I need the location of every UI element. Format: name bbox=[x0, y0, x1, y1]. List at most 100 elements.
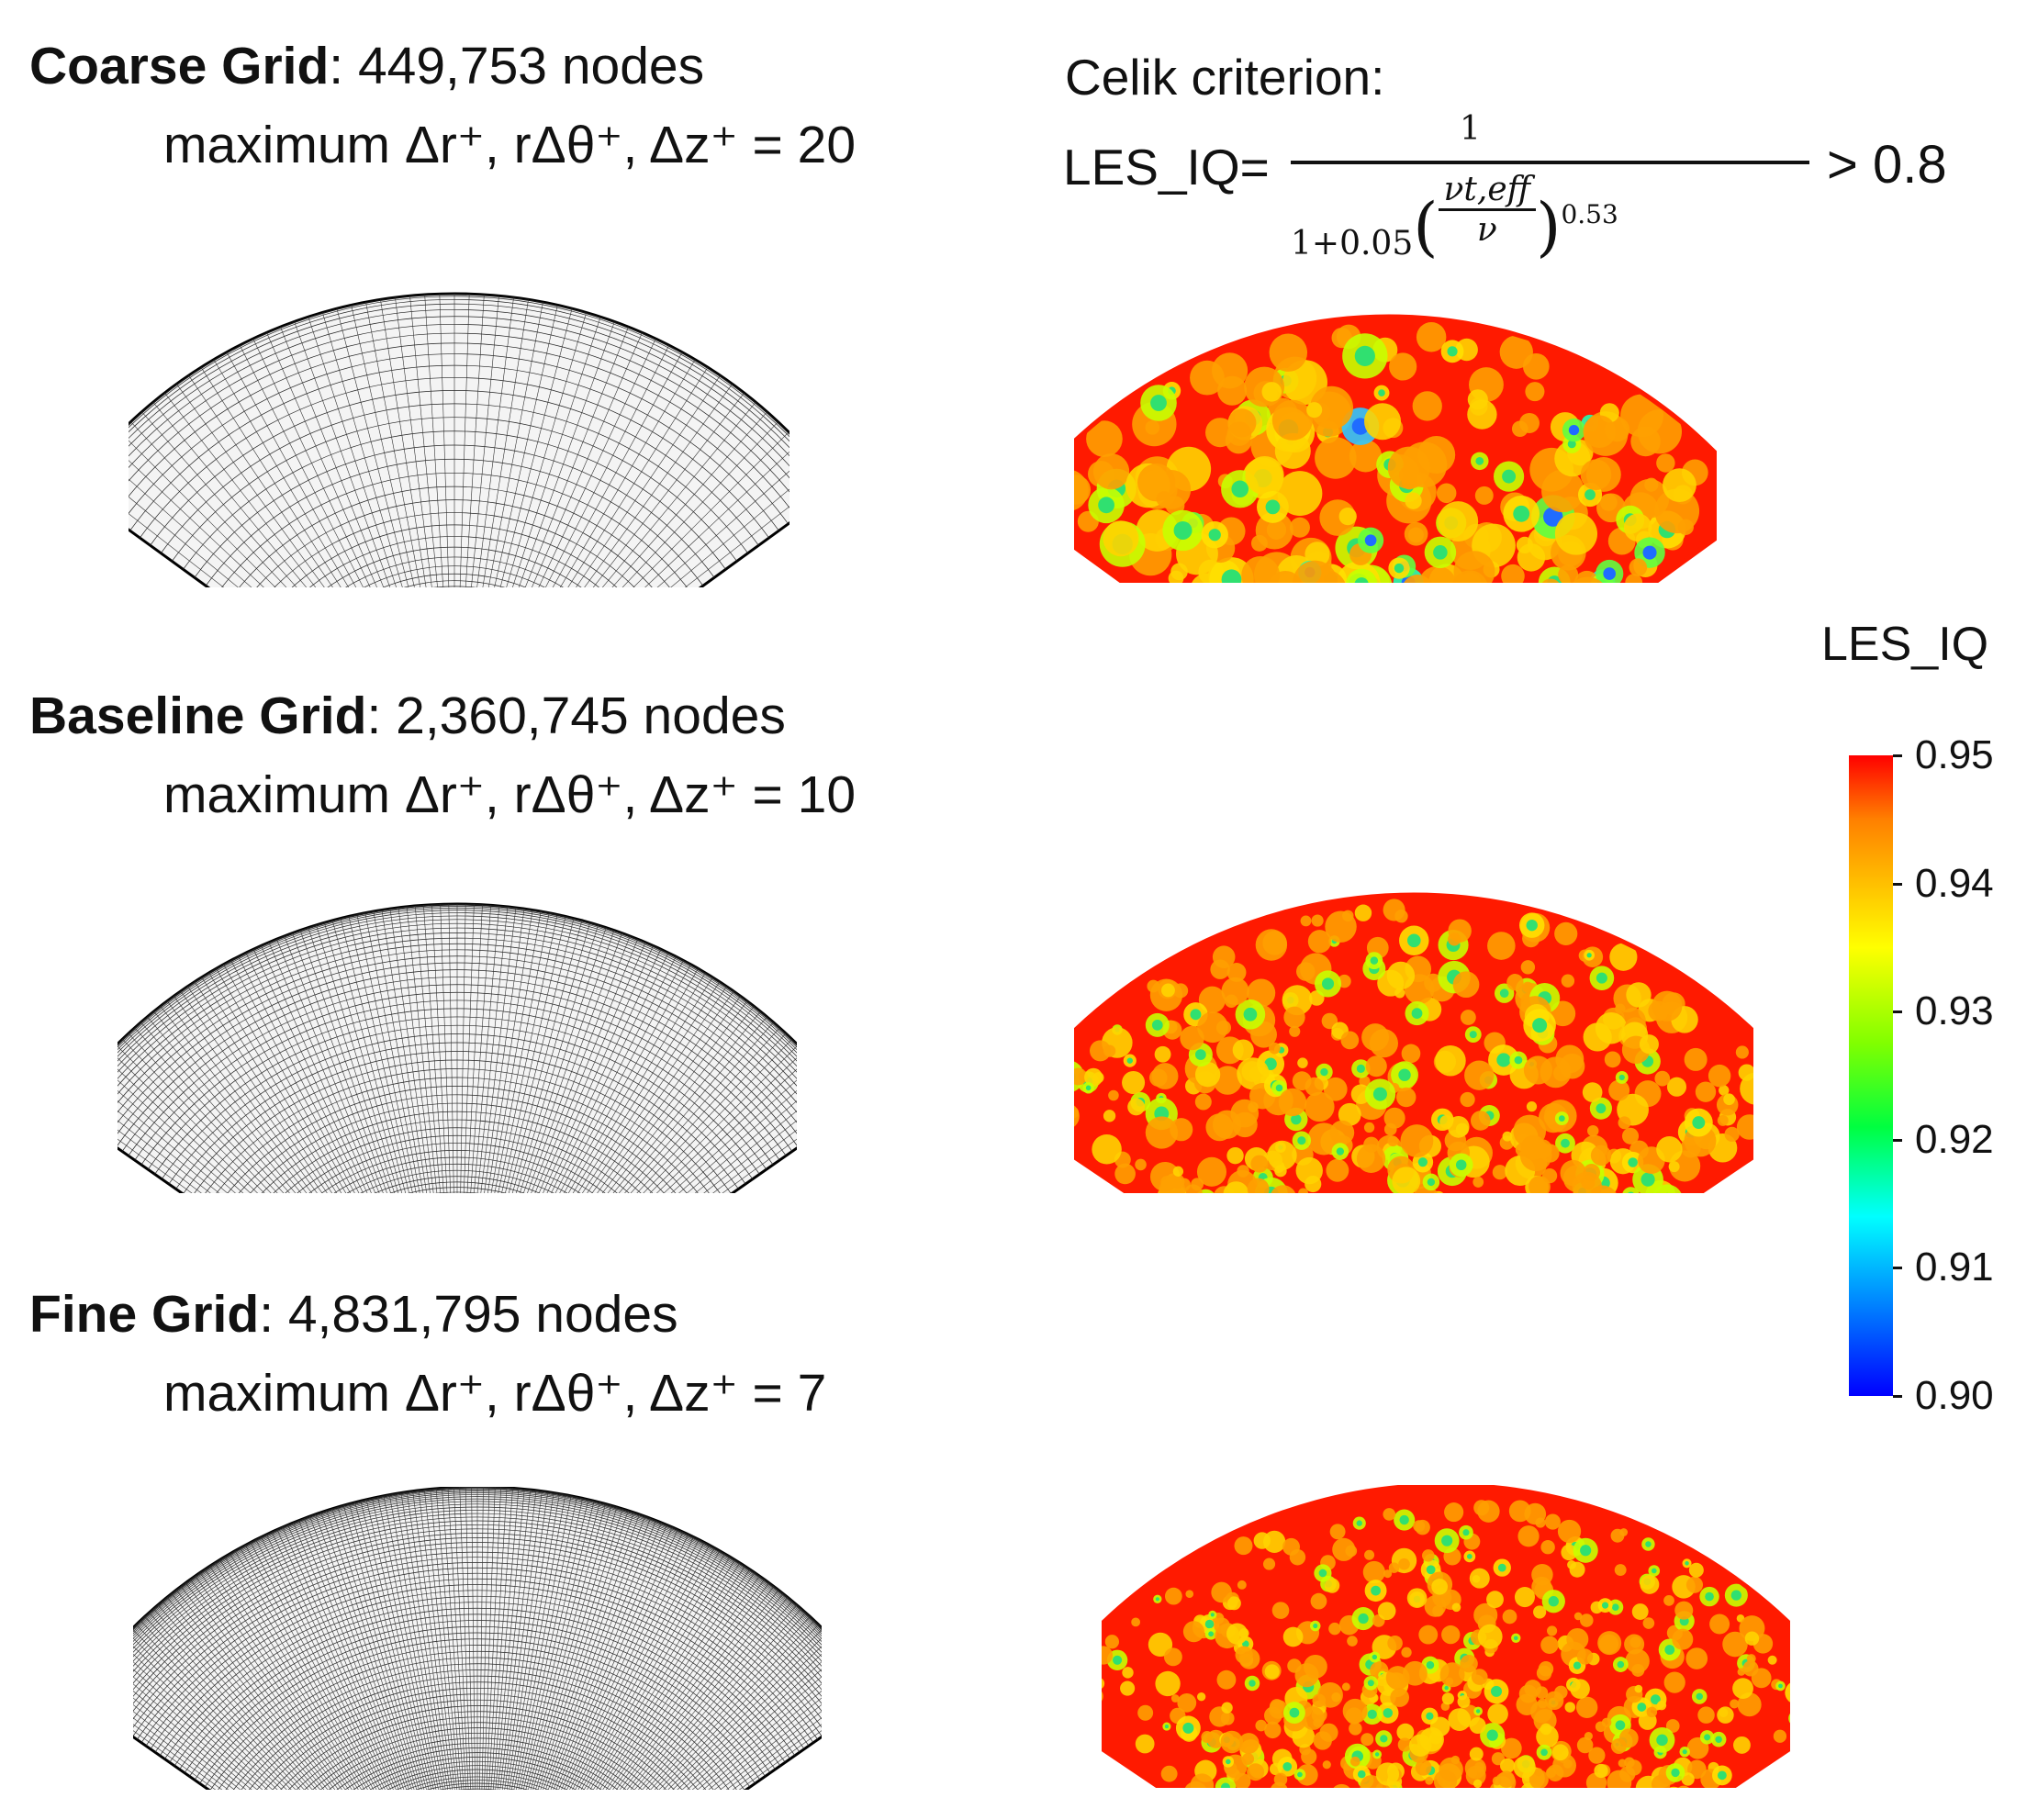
contour-blob bbox=[1407, 527, 1424, 543]
mesh-radial-line bbox=[546, 949, 662, 1193]
contour-blob-core bbox=[1558, 1115, 1565, 1122]
mesh-radial-line bbox=[720, 1711, 822, 1790]
contour-blob bbox=[1538, 1661, 1554, 1677]
contour-blob bbox=[1131, 1617, 1141, 1627]
contour-blob-core bbox=[1497, 1563, 1506, 1572]
mesh-radial-line bbox=[315, 1513, 412, 1790]
contour-blob-core bbox=[1640, 1172, 1655, 1187]
contour-blob bbox=[1402, 575, 1434, 583]
contour-blob bbox=[1551, 1744, 1569, 1761]
contour-blob bbox=[1640, 1574, 1660, 1594]
contour-blob bbox=[1237, 1057, 1270, 1090]
contour-blob bbox=[1654, 1070, 1671, 1087]
contour-blob-core bbox=[1656, 1734, 1668, 1747]
contour-blob-core bbox=[1164, 1725, 1169, 1729]
mesh-radial-line bbox=[561, 1529, 678, 1790]
contour-blob bbox=[1674, 1601, 1694, 1620]
contour-blob-core bbox=[1567, 440, 1576, 449]
baseline-grid-resolution: maximum Δr⁺, rΔθ⁺, Δz⁺ = 10 bbox=[163, 765, 857, 824]
contour-blob bbox=[1646, 1706, 1658, 1718]
contour-blob bbox=[1274, 1165, 1287, 1178]
contour-blob-core bbox=[1615, 1720, 1626, 1731]
mesh-radial-line bbox=[488, 1487, 508, 1790]
contour-blob bbox=[1535, 1517, 1546, 1528]
mesh-radial-line bbox=[601, 1000, 748, 1193]
contour-blob-core bbox=[1475, 1709, 1481, 1714]
mesh-radial-line bbox=[518, 1498, 583, 1790]
contour-blob bbox=[1160, 1765, 1178, 1782]
mesh-radial-line bbox=[160, 1006, 308, 1193]
contour-blob bbox=[1160, 1175, 1175, 1189]
contour-blob bbox=[1497, 1770, 1516, 1788]
mesh-radial-line bbox=[535, 1508, 623, 1790]
contour-blob bbox=[1387, 1135, 1399, 1147]
mesh-radial-line bbox=[423, 905, 444, 1193]
contour-blob bbox=[1211, 1581, 1232, 1603]
mesh-radial-line bbox=[309, 1515, 409, 1790]
mesh-radial-line bbox=[153, 1608, 313, 1790]
contour-blob bbox=[1576, 1736, 1594, 1754]
contour-blob bbox=[1214, 1617, 1230, 1634]
contour-blob bbox=[1610, 1738, 1627, 1755]
mesh-radial-line bbox=[519, 927, 607, 1193]
contour-blob bbox=[1652, 990, 1683, 1022]
mesh-radial-line bbox=[412, 1491, 454, 1790]
mesh-radial-line bbox=[543, 945, 654, 1193]
mesh-radial-line bbox=[589, 1556, 731, 1790]
contour-blob bbox=[1135, 1734, 1155, 1754]
contour-blob bbox=[1400, 1124, 1434, 1158]
mesh-radial-line bbox=[336, 308, 409, 587]
contour-blob bbox=[1282, 1537, 1301, 1556]
contour-blob bbox=[1317, 1681, 1343, 1708]
formula-exponent: 0.53 bbox=[1561, 199, 1618, 229]
contour-blob bbox=[1576, 1648, 1594, 1665]
contour-blob bbox=[1469, 1747, 1484, 1761]
contour-blob bbox=[1120, 1680, 1136, 1696]
mesh-radial-line bbox=[276, 1529, 394, 1790]
contour-blob bbox=[1580, 1613, 1594, 1627]
contour-blob bbox=[1283, 1006, 1305, 1028]
contour-blob bbox=[1439, 1757, 1463, 1782]
mesh-radial-line bbox=[532, 1506, 618, 1790]
contour-blob-core bbox=[1580, 1545, 1592, 1557]
mesh-radial-line bbox=[118, 1045, 265, 1193]
contour-blob-core bbox=[1150, 395, 1167, 411]
mesh-radial-line bbox=[230, 960, 355, 1193]
mesh-radial-line bbox=[703, 1120, 797, 1193]
mesh-radial-line bbox=[602, 1569, 750, 1790]
contour-blob bbox=[1245, 455, 1284, 496]
contour-blob bbox=[1448, 1708, 1472, 1731]
contour-blob bbox=[1122, 1070, 1146, 1095]
mesh-radial-line bbox=[118, 1068, 252, 1193]
contour-blob-core bbox=[1297, 1136, 1306, 1145]
mesh-radial-line bbox=[299, 930, 392, 1193]
mesh-radial-line bbox=[406, 1491, 451, 1790]
contour-blob bbox=[1305, 1175, 1322, 1193]
contour-blob bbox=[1247, 1178, 1270, 1193]
contour-blob-core bbox=[1548, 1596, 1559, 1607]
formula-denominator-prefix: 1+0.05 bbox=[1291, 225, 1414, 262]
mesh-radial-line bbox=[175, 1590, 332, 1790]
contour-blob bbox=[1604, 1051, 1621, 1068]
mesh-radial-line bbox=[409, 296, 438, 587]
contour-blob-core bbox=[1426, 1660, 1435, 1669]
contour-blob bbox=[1328, 1622, 1341, 1636]
contour-blob bbox=[1619, 1528, 1629, 1536]
mesh-radial-line bbox=[442, 1488, 465, 1790]
contour-blob bbox=[1732, 1678, 1753, 1700]
contour-blob-core bbox=[1617, 1660, 1625, 1669]
contour-blob-core bbox=[1596, 972, 1607, 984]
contour-blob bbox=[1270, 1781, 1289, 1788]
contour-blob bbox=[1561, 1544, 1577, 1561]
contour-blob bbox=[1651, 1774, 1671, 1788]
contour-blob bbox=[1744, 1631, 1760, 1646]
mesh-radial-line bbox=[342, 1505, 425, 1790]
mesh-radial-line bbox=[118, 1089, 236, 1193]
mesh-radial-line bbox=[364, 912, 420, 1193]
contour-blob bbox=[1086, 420, 1123, 457]
contour-blob bbox=[1569, 1561, 1585, 1578]
mesh-radial-line bbox=[276, 939, 380, 1193]
contour-blob bbox=[1544, 1513, 1561, 1530]
contour-blob-core bbox=[1371, 1585, 1381, 1596]
contour-blob bbox=[1511, 420, 1528, 438]
